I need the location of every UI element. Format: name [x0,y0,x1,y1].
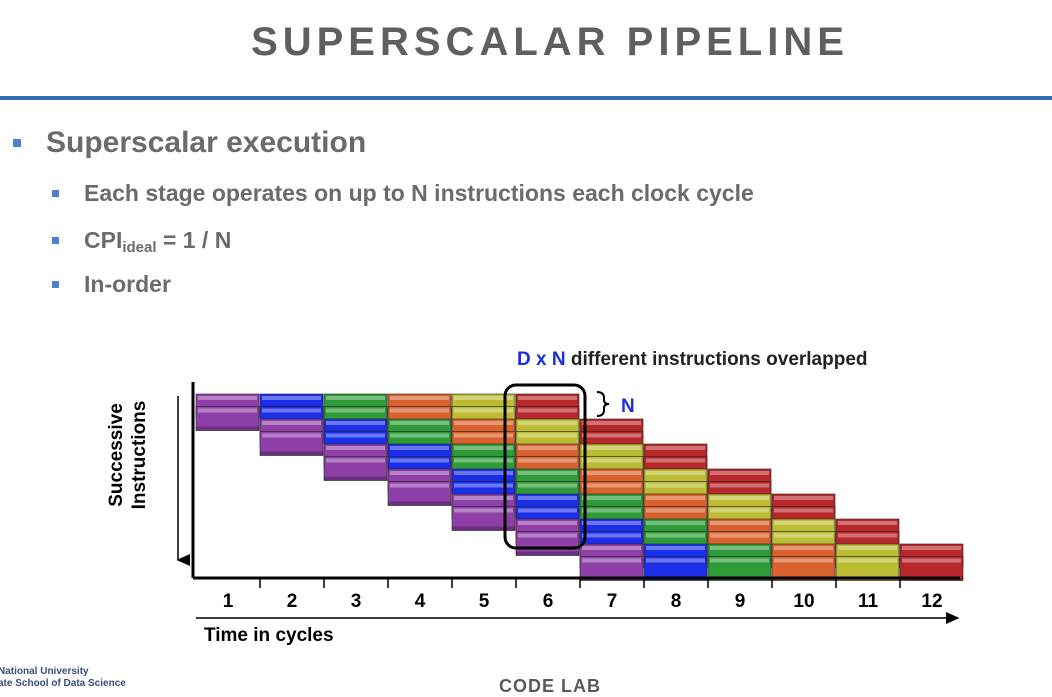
footer-org: National University ate School of Data S… [0,666,126,690]
bullet-cpi: CPIideal = 1 / N [52,227,232,256]
bullet-in-order: In-order [52,271,171,298]
x-tick-label: 1 [223,591,234,612]
brace-label: N [621,396,635,417]
annotation-dxn: D x N [517,349,566,370]
cpi-subscript: ideal [122,239,157,256]
x-tick-label: 8 [671,591,682,612]
overlap-highlight-box [503,383,587,550]
x-tick-label: 10 [793,591,814,612]
pipeline-cells [195,393,964,581]
pipeline-cell [387,481,452,506]
overlap-annotation: D x N different instructions overlapped [517,349,868,370]
pipeline-cell [259,431,324,456]
brace-icon [596,391,610,417]
title-divider [0,96,1052,100]
annotation-text: different instructions overlapped [566,349,868,370]
bullet-main: Superscalar execution [13,126,367,160]
x-axis-ticks: 1 2 3 4 5 6 7 8 9 10 11 12 [223,578,943,612]
x-tick-label: 12 [921,591,942,612]
pipeline-cell [323,456,388,481]
x-tick-label: 5 [479,591,490,612]
x-tick-label: 6 [543,591,554,612]
cpi-formula: = 1 / N [156,227,232,253]
bullet-in-order-text: In-order [84,271,171,297]
footer-codelab: CODE LAB [499,676,601,696]
bullet-stage-ops: Each stage operates on up to N instructi… [52,180,754,207]
footer-org-line2: ate School of Data Science [0,678,126,689]
x-tick-label: 2 [287,591,298,612]
bullet-marker [52,237,59,244]
pipeline-cell [195,406,260,431]
x-tick-label: 7 [607,591,618,612]
bullet-marker [52,190,59,197]
x-tick-label: 3 [351,591,362,612]
bullet-stage-ops-text: Each stage operates on up to N instructi… [84,180,754,206]
bullet-marker [13,139,21,147]
pipeline-cell [515,531,580,556]
x-axis-label: Time in cycles [204,625,334,646]
bullet-marker [52,281,59,288]
x-tick-label: 4 [415,591,426,612]
cpi-label: CPI [84,227,123,253]
x-tick-label: 9 [735,591,746,612]
y-label-line1: Successive [106,403,127,507]
slide-title: SUPERSCALAR PIPELINE [251,20,849,64]
bullet-main-text: Superscalar execution [46,126,367,159]
y-label-line2: Instructions [129,401,150,510]
x-tick-label: 11 [858,591,879,612]
footer-org-line1: National University [0,666,89,677]
